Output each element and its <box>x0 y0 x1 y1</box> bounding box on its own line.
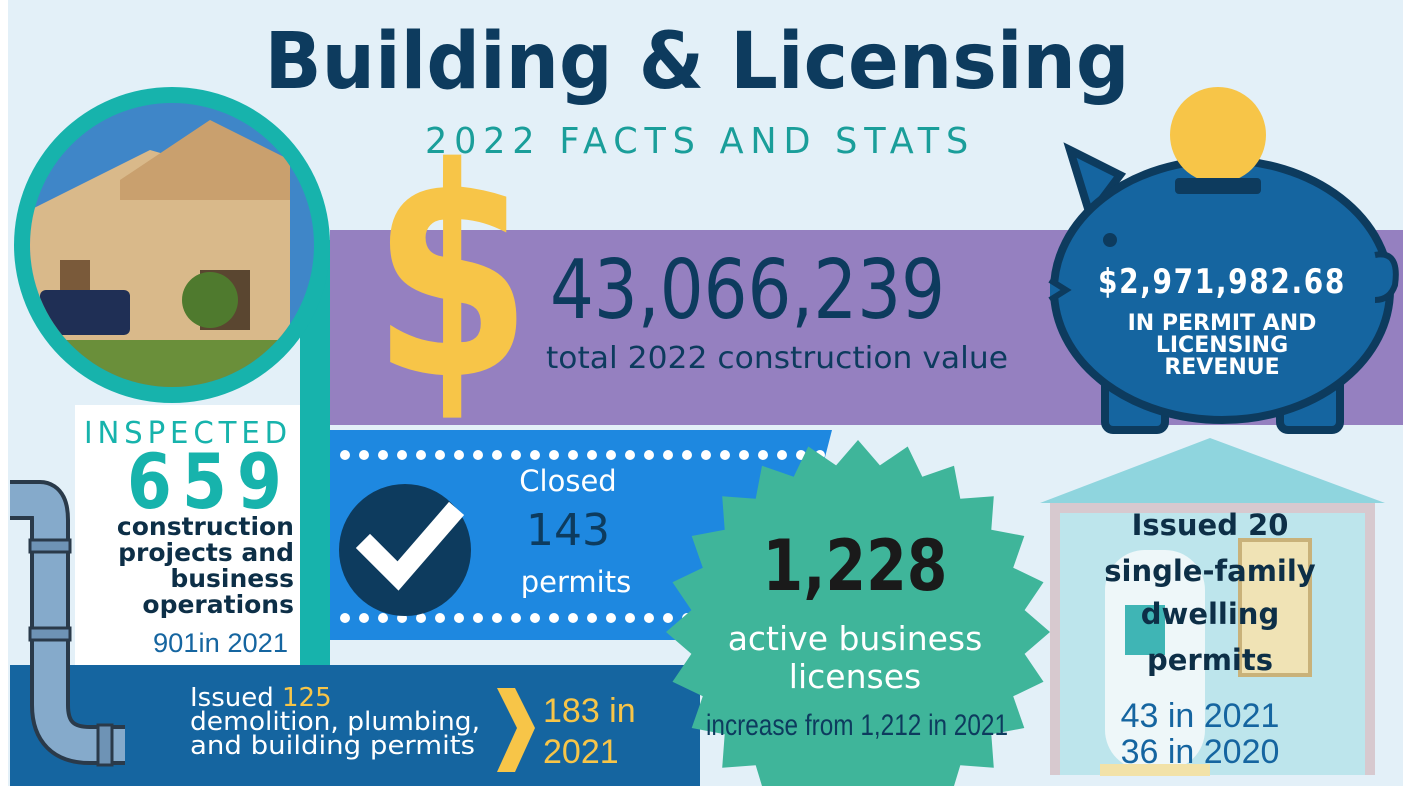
license-value: 1,228 <box>763 525 948 607</box>
dot <box>473 450 483 460</box>
dot <box>644 450 654 460</box>
demolition-label: and building permits <box>190 731 475 761</box>
dot <box>625 613 635 623</box>
dot <box>378 450 388 460</box>
dot <box>492 450 502 460</box>
dwelling-heading: dwelling <box>1141 597 1279 631</box>
edge <box>0 0 8 786</box>
revenue-label: REVENUE <box>1164 355 1279 380</box>
dot <box>663 613 673 623</box>
dot <box>492 613 502 623</box>
dot <box>606 613 616 623</box>
dot <box>625 450 635 460</box>
closed-label: permits <box>521 565 631 599</box>
revenue-value: $2,971,982.68 <box>1098 262 1346 302</box>
infographic: Building & Licensing 2022 FACTS AND STAT… <box>0 0 1403 786</box>
license-label: active business <box>728 619 983 658</box>
dwelling-comparison: 43 in 2021 <box>1121 697 1280 735</box>
dot <box>663 450 673 460</box>
dot <box>530 613 540 623</box>
dwelling-heading: single-family <box>1104 554 1316 588</box>
demolition-comparison: 2021 <box>543 733 619 771</box>
dot <box>340 613 350 623</box>
dot <box>587 450 597 460</box>
license-comparison: increase from 1,212 in 2021 <box>706 709 1008 742</box>
dot <box>473 613 483 623</box>
inspection-label: business <box>170 564 294 593</box>
demolition-comparison: 183 in <box>543 692 636 730</box>
dot <box>587 613 597 623</box>
dot <box>644 613 654 623</box>
dot <box>549 450 559 460</box>
inspection-label: operations <box>142 590 294 619</box>
dot <box>720 450 730 460</box>
dot <box>568 613 578 623</box>
dot <box>701 450 711 460</box>
dot <box>511 450 521 460</box>
dot <box>606 450 616 460</box>
dot <box>359 450 369 460</box>
dot <box>435 613 445 623</box>
construction-value: 43,066,239 <box>550 243 945 338</box>
closed-heading: Closed <box>519 464 616 498</box>
inspection-label: construction <box>117 512 294 541</box>
dot <box>568 450 578 460</box>
dot <box>435 450 445 460</box>
dot <box>739 450 749 460</box>
dot <box>530 450 540 460</box>
dot <box>359 613 369 623</box>
dot <box>777 450 787 460</box>
dwelling-heading: permits <box>1147 643 1273 677</box>
dot <box>549 613 559 623</box>
dwelling-comparison: 36 in 2020 <box>1121 733 1280 771</box>
dot <box>378 613 388 623</box>
inspection-label: projects and <box>118 538 294 567</box>
dwelling-heading: Issued 20 <box>1132 508 1289 542</box>
dot <box>511 613 521 623</box>
dot <box>340 450 350 460</box>
dollar-symbol: $ <box>372 107 532 444</box>
dot <box>397 450 407 460</box>
dot <box>454 450 464 460</box>
inspection-comparison: 901in 2021 <box>153 628 288 658</box>
dot <box>416 450 426 460</box>
dot <box>454 613 464 623</box>
closed-value: 143 <box>526 505 610 556</box>
license-label: licenses <box>789 657 921 696</box>
page: Building & Licensing 2022 FACTS AND STAT… <box>0 0 1403 786</box>
construction-label: total 2022 construction value <box>546 341 1008 376</box>
title: Building & Licensing <box>265 17 1130 107</box>
dot <box>682 450 692 460</box>
dot <box>758 450 768 460</box>
